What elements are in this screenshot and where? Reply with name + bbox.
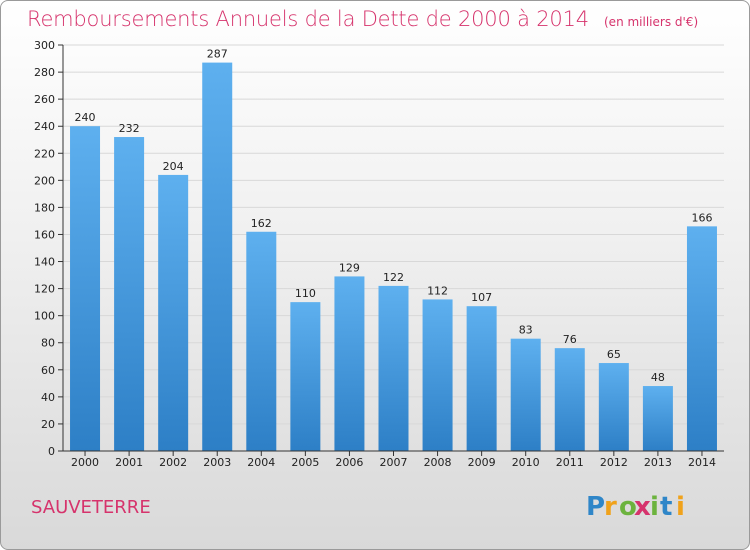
bars (70, 62, 717, 452)
logo-letter: t (660, 492, 672, 522)
x-tick-label: 2001 (115, 456, 143, 469)
y-tick-label: 100 (34, 310, 55, 323)
x-tick-label: 2005 (291, 456, 319, 469)
bar (202, 62, 233, 452)
data-label: 83 (519, 324, 533, 337)
data-label: 112 (427, 284, 448, 297)
y-tick-label: 180 (34, 201, 55, 214)
x-tick-label: 2014 (688, 456, 716, 469)
location-label: SAUVETERRE (31, 497, 151, 518)
logo-letter: o (619, 492, 637, 522)
bar (334, 276, 365, 451)
x-tick-label: 2006 (335, 456, 363, 469)
data-label: 287 (207, 48, 228, 61)
logo-letter: P (586, 492, 605, 522)
bar (554, 348, 585, 451)
x-tick-label: 2008 (424, 456, 452, 469)
y-tick-label: 240 (34, 120, 55, 133)
x-tick-label: 2000 (71, 456, 99, 469)
y-tick-label: 80 (41, 337, 55, 350)
data-label: 48 (651, 371, 665, 384)
data-label: 122 (383, 271, 404, 284)
bar (290, 302, 321, 451)
data-label: 232 (119, 122, 140, 135)
data-label: 107 (471, 291, 492, 304)
y-tick-label: 20 (41, 418, 55, 431)
y-tick-label: 140 (34, 256, 55, 269)
bar (466, 306, 497, 451)
y-tick-label: 0 (48, 445, 55, 458)
y-tick-label: 280 (34, 66, 55, 79)
x-tick-label: 2002 (159, 456, 187, 469)
y-tick-label: 40 (41, 391, 55, 404)
y-tick-label: 300 (34, 39, 55, 52)
y-tick-label: 120 (34, 283, 55, 296)
y-tick-label: 220 (34, 147, 55, 160)
x-tick-label: 2013 (644, 456, 672, 469)
bar (70, 126, 101, 451)
bar (642, 386, 673, 451)
chart-unit: (en milliers d'€) (604, 15, 699, 29)
bar (378, 285, 409, 451)
data-label: 240 (75, 111, 96, 124)
logo-letter: x (634, 492, 651, 522)
data-label: 162 (251, 217, 272, 230)
logo-letter: i (676, 492, 685, 522)
data-label: 129 (339, 261, 360, 274)
x-tick-label: 2011 (556, 456, 584, 469)
chart-title: Remboursements Annuels de la Dette de 20… (27, 7, 589, 31)
data-label: 65 (607, 348, 621, 361)
x-tick-label: 2010 (512, 456, 540, 469)
bar-chart: 0 20 40 60 80 100 120 140 160 180 200 220 240 260 280 3… (34, 39, 724, 469)
data-label: 204 (163, 160, 184, 173)
data-label: 166 (691, 211, 712, 224)
bar (422, 299, 453, 451)
x-tick-label: 2009 (468, 456, 496, 469)
axes (58, 44, 724, 456)
x-tick-label: 2004 (247, 456, 275, 469)
bar (598, 363, 629, 451)
bar (686, 226, 717, 451)
y-tick-label: 200 (34, 174, 55, 187)
y-tick-label: 260 (34, 93, 55, 106)
logo-letter: i (650, 492, 659, 522)
bar (246, 231, 277, 451)
proxiti-logo: Pr ox i t i (586, 492, 685, 522)
chart-title-row: Remboursements Annuels de la Dette de 20… (27, 7, 698, 31)
x-tick-label: 2003 (203, 456, 231, 469)
y-tick-label: 60 (41, 364, 55, 377)
x-tick-label: 2012 (600, 456, 628, 469)
bar (114, 137, 145, 451)
bar (510, 338, 541, 451)
labels: 0 20 40 60 80 100 120 140 160 180 200 220 240 260 280 3… (34, 39, 716, 469)
bar (158, 174, 189, 452)
data-label: 76 (563, 333, 577, 346)
data-label: 110 (295, 287, 316, 300)
y-tick-label: 160 (34, 228, 55, 241)
x-tick-label: 2007 (380, 456, 408, 469)
logo-letter: r (604, 492, 617, 522)
